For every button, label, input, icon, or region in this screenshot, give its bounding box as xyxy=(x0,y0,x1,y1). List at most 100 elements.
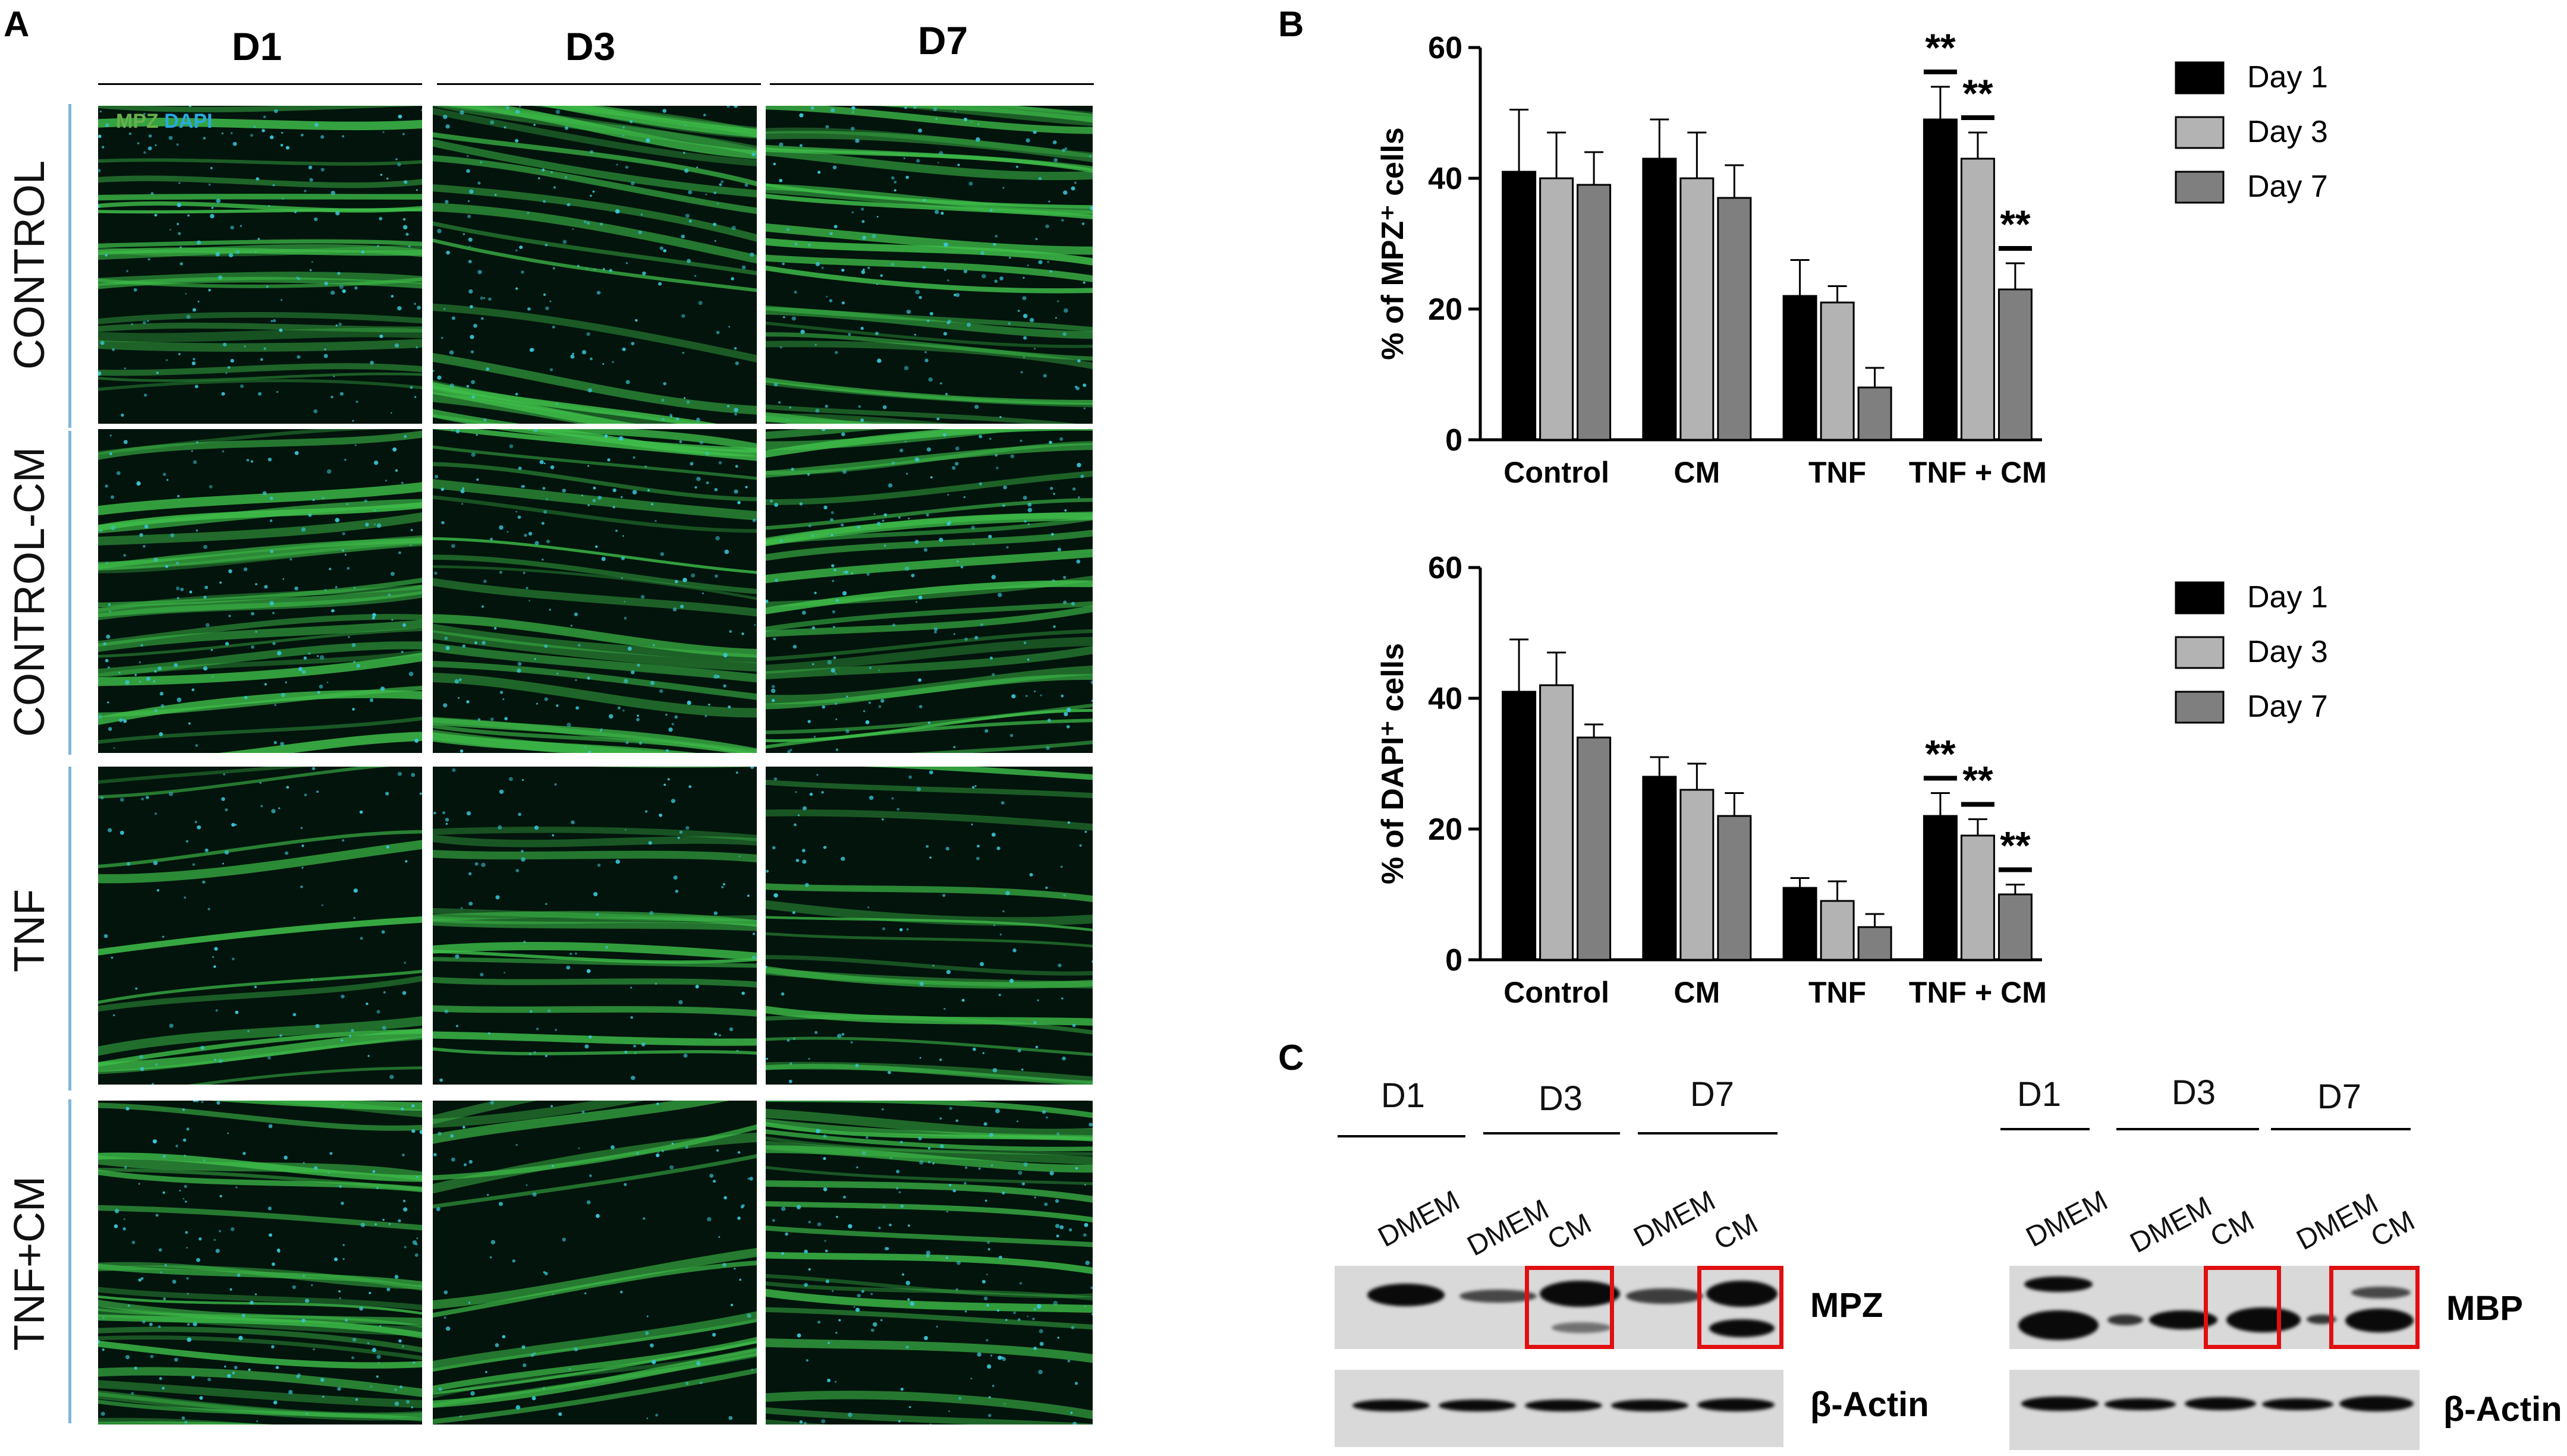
blot-day-rule xyxy=(1483,1132,1620,1134)
blot-band xyxy=(2104,1398,2176,1410)
column-header-rule xyxy=(437,83,761,85)
dapi-chart-y-tick-label: 60 xyxy=(1428,551,1462,585)
panel-a-letter: A xyxy=(4,4,30,44)
row-label-control-cm: CONTROL-CM xyxy=(6,447,54,737)
blot-band xyxy=(1439,1400,1516,1411)
row-bracket xyxy=(68,767,71,1091)
dapi-chart-bar xyxy=(1960,834,1995,961)
blot-day-rule xyxy=(2271,1128,2411,1130)
dapi-chart-x-tick-label: TNF + CM xyxy=(1909,976,2047,1009)
dapi-chart-legend-swatch xyxy=(2175,691,2225,724)
highlight-box xyxy=(2329,1266,2420,1349)
mpz-chart-legend-swatch xyxy=(2175,116,2225,149)
blot-right-day-d3: D3 xyxy=(2171,1073,2216,1112)
mpz-chart-bar xyxy=(1539,177,1574,441)
dapi-chart-y-tick-label: 20 xyxy=(1428,812,1462,847)
blot-left-day-d1: D1 xyxy=(1380,1076,1426,1115)
mpz-chart-y-tick-label: 40 xyxy=(1428,162,1462,196)
blot-band xyxy=(1697,1398,1775,1411)
column-header-d7: D7 xyxy=(917,18,968,62)
dapi-chart-legend-label: Day 7 xyxy=(2247,689,2328,724)
row-label-tnf: TNF xyxy=(6,889,54,972)
mpz-chart-x-tick-label: Control xyxy=(1503,456,1609,489)
dapi-chart-x-tick-label: CM xyxy=(1673,976,1720,1009)
mpz-chart-significance-label: ** xyxy=(1925,26,1956,70)
mpz-chart-bar xyxy=(1577,184,1612,441)
column-header-rule xyxy=(98,83,422,85)
mpz-chart-bar xyxy=(1782,295,1817,441)
blot-band xyxy=(2021,1397,2099,1411)
actin-blot-right xyxy=(2009,1370,2420,1450)
micrograph-tnf-d3 xyxy=(433,767,757,1085)
mpz-chart-y-tick-label: 0 xyxy=(1445,423,1462,458)
column-header-rule xyxy=(770,83,1094,85)
micrograph-control-d3 xyxy=(433,106,757,424)
blot-band xyxy=(1525,1400,1602,1411)
mpz-chart-significance-label: ** xyxy=(1962,71,1993,115)
blot-band xyxy=(1706,1281,1778,1307)
stain-label-dapi: DAPI xyxy=(164,110,213,133)
blot-band xyxy=(2185,1397,2256,1410)
blot-right-day-d7: D7 xyxy=(2317,1077,2362,1116)
micrograph-tnf-cm-d1 xyxy=(98,1101,422,1425)
blot-right-day-d1: D1 xyxy=(2017,1075,2062,1114)
dapi-chart-bar xyxy=(1502,691,1537,961)
mpz-chart-bar xyxy=(1820,301,1855,441)
blot-band xyxy=(1626,1288,1703,1304)
row-bracket xyxy=(68,431,71,755)
blot-band xyxy=(1540,1281,1620,1307)
blot-band xyxy=(2018,1310,2099,1340)
blot-band xyxy=(2345,1309,2414,1332)
mpz-chart-bar xyxy=(1679,177,1715,441)
mbp-blot xyxy=(2009,1266,2420,1349)
blot-label-mpz: MPZ xyxy=(1810,1286,1883,1325)
dapi-chart-x-tick-label: TNF xyxy=(1808,976,1866,1009)
lane-label: DMEM xyxy=(2125,1190,2217,1260)
dapi-chart-bar xyxy=(1717,815,1752,961)
dapi-chart-significance-label: ** xyxy=(1962,758,1993,802)
dapi-chart-legend-label: Day 3 xyxy=(2247,635,2328,669)
mpz-chart-bar xyxy=(1717,197,1752,441)
blot-band xyxy=(2107,1315,2143,1325)
dapi-chart-bar xyxy=(1857,926,1892,961)
highlight-box xyxy=(2204,1266,2281,1349)
micrograph-tnf-cm-d3 xyxy=(433,1101,757,1425)
dapi-chart-bar xyxy=(1577,736,1612,961)
micrograph-tnf-d1 xyxy=(98,767,422,1085)
blot-band xyxy=(1367,1284,1445,1306)
blot-band xyxy=(2339,1396,2414,1411)
blot-left-day-d3: D3 xyxy=(1538,1079,1583,1118)
dapi-chart-bar xyxy=(1782,887,1817,961)
mpz-chart-significance-label: ** xyxy=(2000,202,2031,246)
blot-day-rule xyxy=(2000,1128,2090,1130)
mpz-chart-y-axis-label: % of MPZ⁺ cells xyxy=(1376,127,1410,360)
blot-band xyxy=(1611,1400,1688,1411)
lane-label: DMEM xyxy=(1628,1184,1721,1254)
mpz-chart-legend-label: Day 7 xyxy=(2247,169,2328,204)
row-bracket xyxy=(68,1099,71,1423)
mpz-chart-x-tick-label: TNF xyxy=(1808,456,1866,489)
blot-day-rule xyxy=(1338,1135,1465,1137)
blot-band xyxy=(2024,1277,2093,1292)
dapi-chart-bar xyxy=(1820,900,1855,961)
blot-band xyxy=(1709,1319,1775,1337)
micrograph-control-cm-d3 xyxy=(433,429,757,753)
mpz-chart-x-tick-label: CM xyxy=(1673,456,1720,489)
row-bracket xyxy=(68,104,71,428)
blot-band xyxy=(2226,1307,2301,1332)
dapi-chart-bar xyxy=(1923,815,1958,961)
dapi-chart-legend-label: Day 1 xyxy=(2247,580,2328,614)
lane-label: DMEM xyxy=(2021,1184,2113,1254)
blot-band xyxy=(1352,1400,1430,1411)
stain-legend: MPZ DAPI xyxy=(116,110,212,133)
mpz-chart-bar xyxy=(1997,288,2033,441)
dapi-chart-significance-label: ** xyxy=(1925,732,1956,776)
blot-band xyxy=(1459,1290,1537,1303)
mpz-chart-legend-label: Day 1 xyxy=(2247,60,2328,94)
micrograph-control-cm-d7 xyxy=(766,429,1093,753)
highlight-box xyxy=(1525,1266,1614,1349)
mpz-chart-bar xyxy=(1502,171,1537,441)
micrograph-control-d7 xyxy=(766,106,1093,424)
column-header-d3: D3 xyxy=(565,24,616,68)
